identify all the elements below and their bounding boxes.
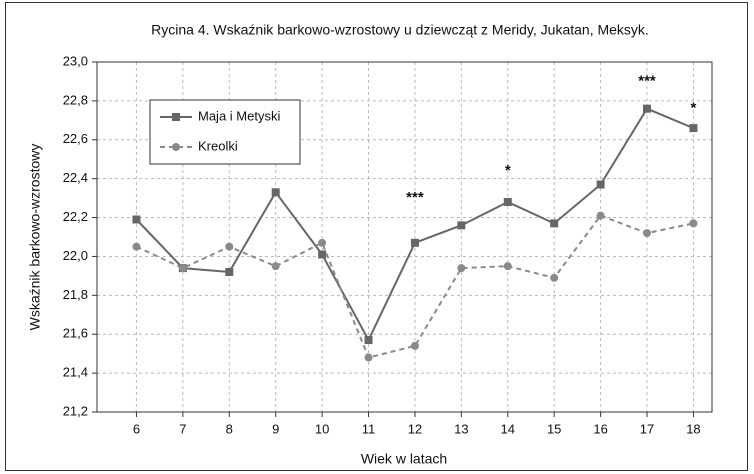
marker <box>457 221 466 230</box>
y-tick-label: 23,0 <box>63 53 88 68</box>
marker <box>318 238 327 247</box>
x-tick-label: 15 <box>547 421 561 436</box>
marker <box>689 219 698 228</box>
y-tick-label: 21,2 <box>63 403 88 418</box>
annotation: *** <box>638 72 656 89</box>
marker <box>225 268 234 276</box>
y-tick-label: 22,2 <box>63 209 88 224</box>
x-tick-label: 18 <box>686 421 700 436</box>
y-tick-label: 21,6 <box>63 326 88 341</box>
legend-box <box>149 99 301 165</box>
marker <box>178 264 187 273</box>
x-tick-label: 11 <box>362 421 376 436</box>
marker <box>643 104 652 113</box>
legend-label: Maja i Metyski <box>198 108 280 123</box>
y-tick-label: 21,4 <box>63 365 88 380</box>
y-tick-label: 22,8 <box>63 92 88 107</box>
x-tick-label: 6 <box>133 421 140 436</box>
marker <box>172 143 180 151</box>
x-axis-title: Wiek w latach <box>361 451 447 467</box>
marker <box>596 211 605 220</box>
annotation: * <box>691 100 697 117</box>
annotation: * <box>505 162 511 179</box>
marker <box>550 273 559 282</box>
legend-label: Kreolki <box>198 138 238 153</box>
x-tick-label: 16 <box>593 421 607 436</box>
marker <box>643 229 652 238</box>
marker <box>364 353 373 362</box>
x-tick-label: 13 <box>454 421 468 436</box>
y-tick-label: 22,6 <box>63 131 88 146</box>
marker <box>132 242 141 251</box>
y-tick-label: 21,8 <box>63 287 88 302</box>
marker <box>172 113 180 121</box>
x-tick-label: 10 <box>315 421 329 436</box>
marker <box>596 180 605 189</box>
plot-border <box>96 61 713 413</box>
y-axis-title: Wskaźnik barkowo-wzrostowy <box>27 144 43 331</box>
x-tick-label: 7 <box>179 421 186 436</box>
x-tick-label: 17 <box>640 421 654 436</box>
x-tick-label: 14 <box>501 421 515 436</box>
marker <box>132 215 141 224</box>
x-tick-label: 8 <box>226 421 233 436</box>
marker <box>225 242 234 251</box>
marker <box>271 188 280 197</box>
annotation: *** <box>406 189 424 206</box>
y-tick-label: 22,0 <box>63 248 88 263</box>
marker <box>410 238 419 247</box>
marker <box>503 198 512 206</box>
marker <box>364 336 373 345</box>
marker <box>457 264 466 273</box>
marker <box>503 262 512 271</box>
y-tick-label: 22,4 <box>63 170 88 185</box>
marker <box>410 341 419 350</box>
marker <box>550 219 559 228</box>
marker <box>318 250 327 259</box>
chart-title: Rycina 4. Wskaźnik barkowo-wzrostowy u d… <box>151 22 649 38</box>
marker <box>689 124 698 133</box>
marker <box>271 262 280 271</box>
x-tick-label: 12 <box>408 421 422 436</box>
x-tick-label: 9 <box>272 421 279 436</box>
